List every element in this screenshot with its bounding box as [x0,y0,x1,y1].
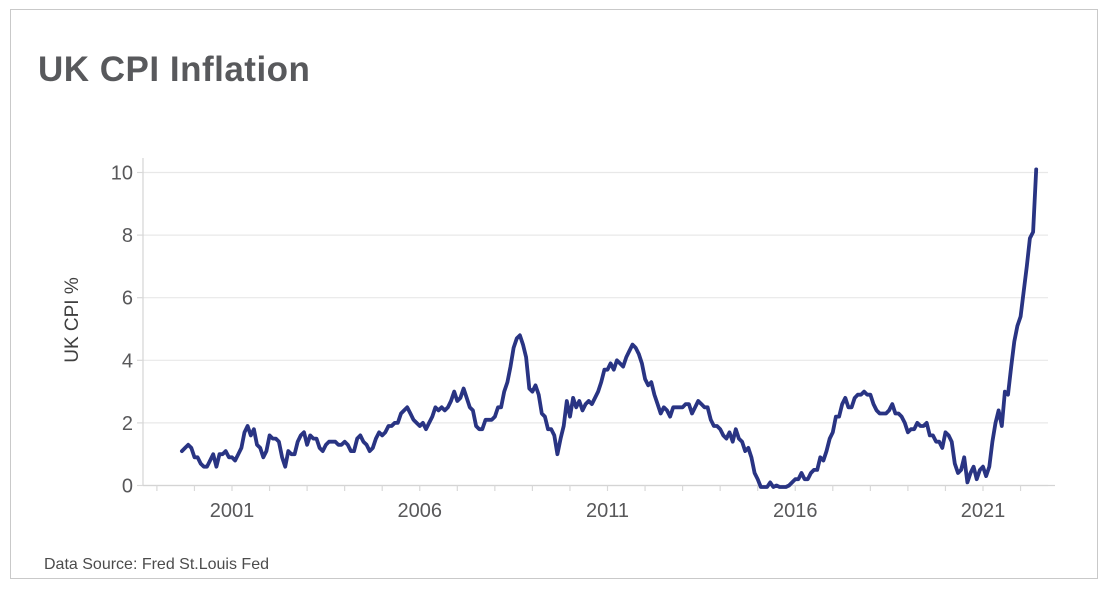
x-axis-tick-labels: 2001 2006 2011 2016 2021 [210,500,1006,522]
y-tick-label: 0 [122,476,133,498]
y-tick-label: 2 [122,413,133,435]
page-title: UK CPI Inflation [38,50,311,89]
y-tick-label: 8 [122,225,133,247]
y-axis-tick-labels: 0 2 4 6 8 10 [111,163,133,498]
chart-card [10,9,1098,579]
gridlines [143,171,1048,487]
cpi-series-polyline [179,167,1039,489]
y-tick-label: 6 [122,288,133,310]
y-axis-ticks [137,171,143,487]
x-tick-label: 2001 [210,500,255,522]
y-tick-label: 4 [122,350,133,372]
axis-spines [142,158,1055,487]
data-source-note: Data Source: Fred St.Louis Fed [44,556,269,573]
x-axis-ticks [156,485,1022,491]
x-tick-label: 2021 [961,500,1006,522]
y-axis-title: UK CPI % [62,277,83,363]
cpi-data-line [179,167,1039,489]
x-tick-label: 2006 [398,500,443,522]
x-tick-label: 2011 [586,500,629,522]
x-tick-label: 2016 [773,500,818,522]
y-tick-label: 10 [111,163,133,185]
